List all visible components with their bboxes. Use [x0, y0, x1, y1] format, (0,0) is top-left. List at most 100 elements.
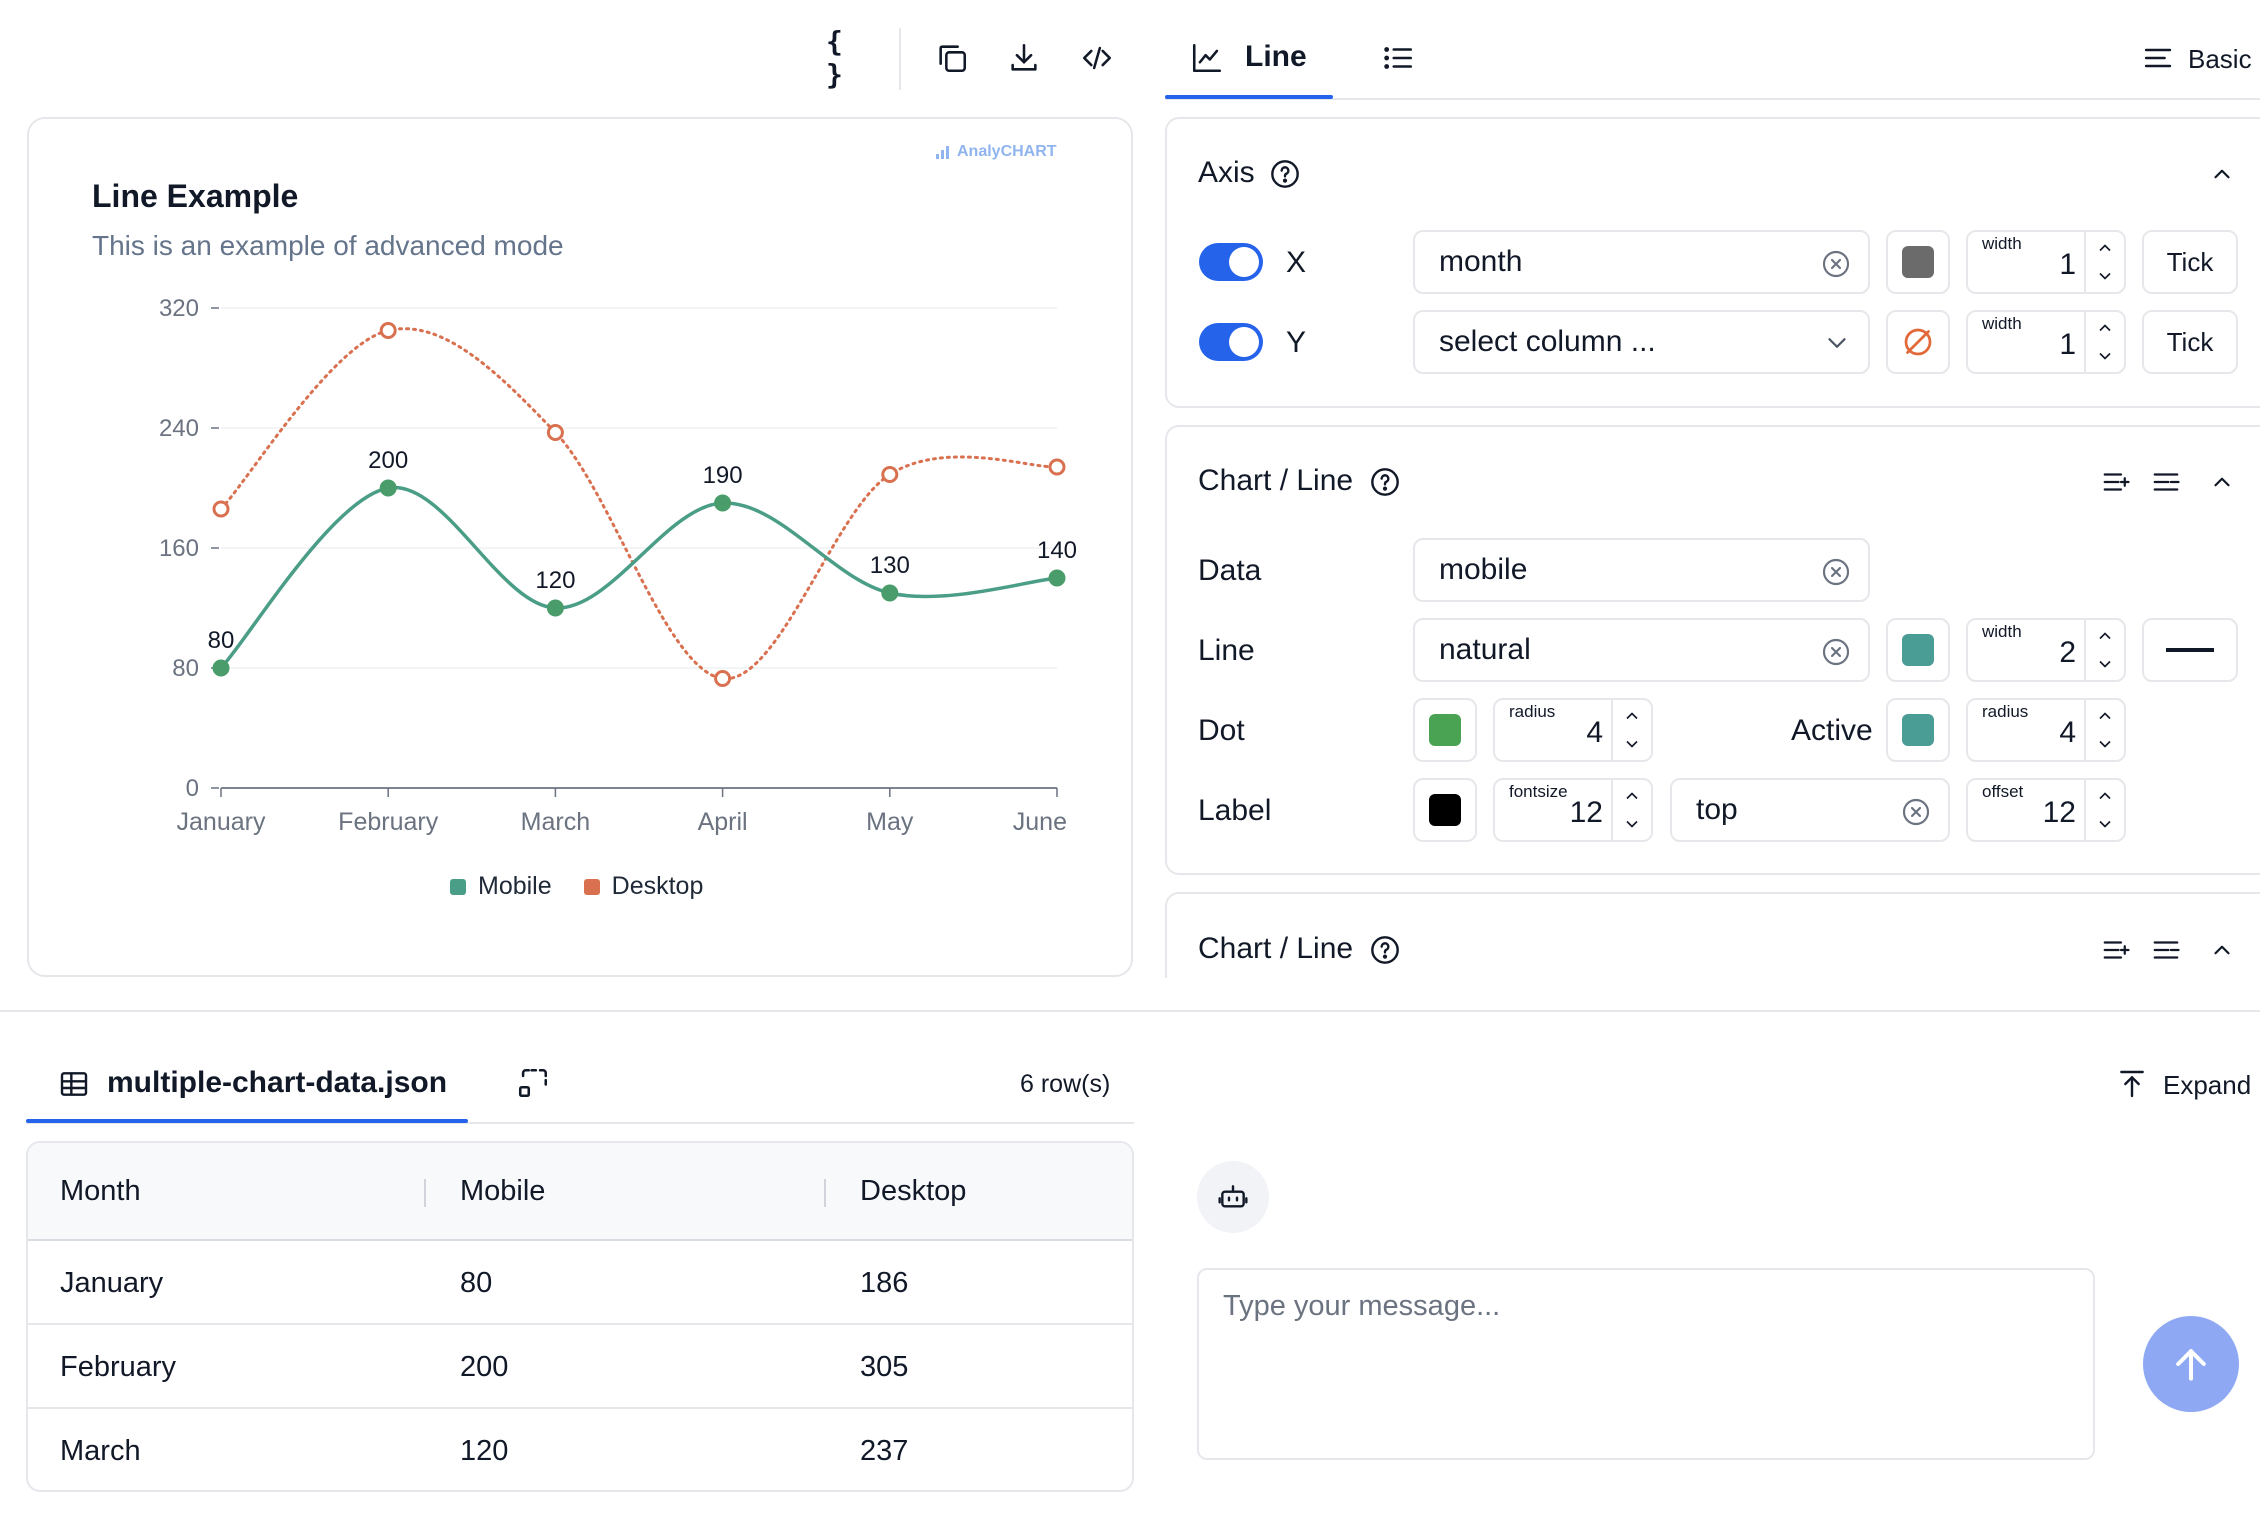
mobile-data-point — [379, 479, 397, 497]
json-braces-button[interactable]: { } — [826, 25, 870, 91]
axis-help-button[interactable] — [1268, 157, 1302, 191]
y-column-dropdown[interactable] — [1822, 328, 1852, 358]
list-icon — [1384, 47, 1413, 69]
legend-label-mobile: Mobile — [478, 872, 552, 900]
x-color-picker[interactable] — [1886, 230, 1950, 294]
y-width-stepper[interactable]: width 1 — [1966, 310, 2126, 374]
x-column-clear-button[interactable] — [1820, 248, 1852, 280]
y-axis-toggle[interactable] — [1199, 323, 1263, 361]
clear-icon — [1822, 638, 1850, 666]
expand-button[interactable] — [2114, 1066, 2150, 1102]
line-2-collapse-button[interactable] — [2206, 934, 2238, 966]
line-clear-button[interactable] — [1820, 636, 1852, 668]
label-color-picker[interactable] — [1413, 778, 1477, 842]
file-tab-active-indicator — [26, 1119, 468, 1123]
x-column-select[interactable]: month — [1413, 230, 1870, 294]
help-icon — [1371, 468, 1399, 496]
line-2-remove-button[interactable] — [2150, 934, 2182, 966]
chevron-down-icon — [1626, 740, 1638, 748]
download-button[interactable] — [1006, 40, 1042, 76]
basic-mode-label: Basic — [2188, 44, 2252, 74]
line-curve-value: natural — [1439, 633, 1531, 666]
brand-logo: AnalyCHART — [935, 143, 1057, 161]
basic-mode-button[interactable] — [2140, 40, 2176, 76]
table-cell: 200 — [460, 1351, 509, 1383]
copy-icon — [939, 45, 967, 73]
dot-radius-stepper[interactable]: radius 4 — [1493, 698, 1653, 762]
line-2-add-button[interactable] — [2100, 934, 2132, 966]
line-curve-select[interactable]: natural — [1413, 618, 1870, 682]
x-tick-button[interactable]: Tick — [2142, 230, 2238, 294]
table-row[interactable]: February 200 305 — [28, 1325, 1132, 1409]
y-column-select[interactable]: select column ... — [1413, 310, 1870, 374]
line-panel-2-clip — [1165, 892, 2260, 978]
line-add-button[interactable] — [2100, 466, 2132, 498]
line-collapse-button[interactable] — [2206, 466, 2238, 498]
copy-button[interactable] — [934, 40, 970, 76]
label-fontsize-stepper[interactable]: fontsize 12 — [1493, 778, 1653, 842]
x-tick-label: February — [338, 808, 439, 836]
tab-line-label: Line — [1245, 40, 1307, 73]
code-button[interactable] — [1077, 40, 1117, 76]
line-remove-button[interactable] — [2150, 466, 2182, 498]
line-color-picker[interactable] — [1886, 618, 1950, 682]
mobile-data-point — [714, 494, 732, 512]
y-width-label: width — [1982, 314, 2022, 333]
json-braces-icon: { } — [826, 25, 843, 91]
column-resize-handle[interactable] — [424, 1179, 426, 1207]
select-region-button[interactable] — [514, 1064, 552, 1102]
label-position-select[interactable]: top — [1670, 778, 1950, 842]
legend-item-mobile: Mobile — [450, 872, 552, 901]
file-tab[interactable] — [56, 1066, 92, 1102]
column-resize-handle[interactable] — [824, 1179, 826, 1207]
tab-list[interactable] — [1380, 40, 1416, 76]
data-column-select[interactable]: mobile — [1413, 538, 1870, 602]
section-divider — [0, 1010, 2260, 1012]
table-cell: January — [60, 1267, 164, 1299]
help-icon — [1271, 160, 1299, 188]
y-color-picker[interactable] — [1886, 310, 1950, 374]
dot-radius-label: radius — [1509, 702, 1556, 721]
file-name: multiple-chart-data.json — [107, 1066, 448, 1099]
line-width-stepper[interactable]: width 2 — [1966, 618, 2126, 682]
chart-card — [27, 117, 1133, 977]
dot-color-picker[interactable] — [1413, 698, 1477, 762]
table-row[interactable]: January 80 186 — [28, 1241, 1132, 1325]
active-radius-stepper[interactable]: radius 4 — [1966, 698, 2126, 762]
expand-label: Expand — [2163, 1070, 2252, 1100]
x-width-stepper[interactable]: width 1 — [1966, 230, 2126, 294]
table-row[interactable]: March 120 237 — [28, 1409, 1132, 1490]
active-radius-label: radius — [1982, 702, 2029, 721]
active-color-swatch — [1902, 714, 1934, 746]
column-header-desktop[interactable]: Desktop — [860, 1175, 967, 1207]
data-clear-button[interactable] — [1820, 556, 1852, 588]
line-style-button[interactable] — [2142, 618, 2238, 682]
x-axis-toggle[interactable] — [1199, 243, 1263, 281]
mobile-data-point — [546, 599, 564, 617]
chart-title: Line Example — [92, 178, 299, 214]
message-input[interactable] — [1197, 1268, 2095, 1460]
y-width-value: 1 — [2059, 328, 2076, 361]
column-header-month[interactable]: Month — [60, 1175, 141, 1207]
bars-icon — [936, 146, 949, 159]
line-help-button[interactable] — [1368, 465, 1402, 499]
line-panel-title: Chart / Line — [1198, 464, 1354, 497]
active-color-picker[interactable] — [1886, 698, 1950, 762]
y-tick-button[interactable]: Tick — [2142, 310, 2238, 374]
label-position-clear-button[interactable] — [1900, 796, 1932, 828]
table-cell: 305 — [860, 1351, 909, 1383]
label-offset-stepper[interactable]: offset 12 — [1966, 778, 2126, 842]
tabs-underline — [1165, 98, 2260, 100]
table-cell: March — [60, 1435, 141, 1467]
tab-line[interactable] — [1190, 36, 1340, 80]
line-2-help-button[interactable] — [1368, 933, 1402, 967]
chart-legend: Mobile Desktop — [450, 872, 703, 901]
column-header-mobile[interactable]: Mobile — [460, 1175, 546, 1207]
x-tick-label: March — [521, 808, 590, 836]
y-tick-label: 240 — [159, 415, 199, 442]
send-button[interactable] — [2143, 1316, 2239, 1412]
x-tick-label: June — [1013, 808, 1067, 836]
table-header: Month Mobile Desktop — [28, 1143, 1132, 1241]
table-cell: 80 — [460, 1267, 493, 1299]
axis-collapse-button[interactable] — [2206, 158, 2238, 190]
